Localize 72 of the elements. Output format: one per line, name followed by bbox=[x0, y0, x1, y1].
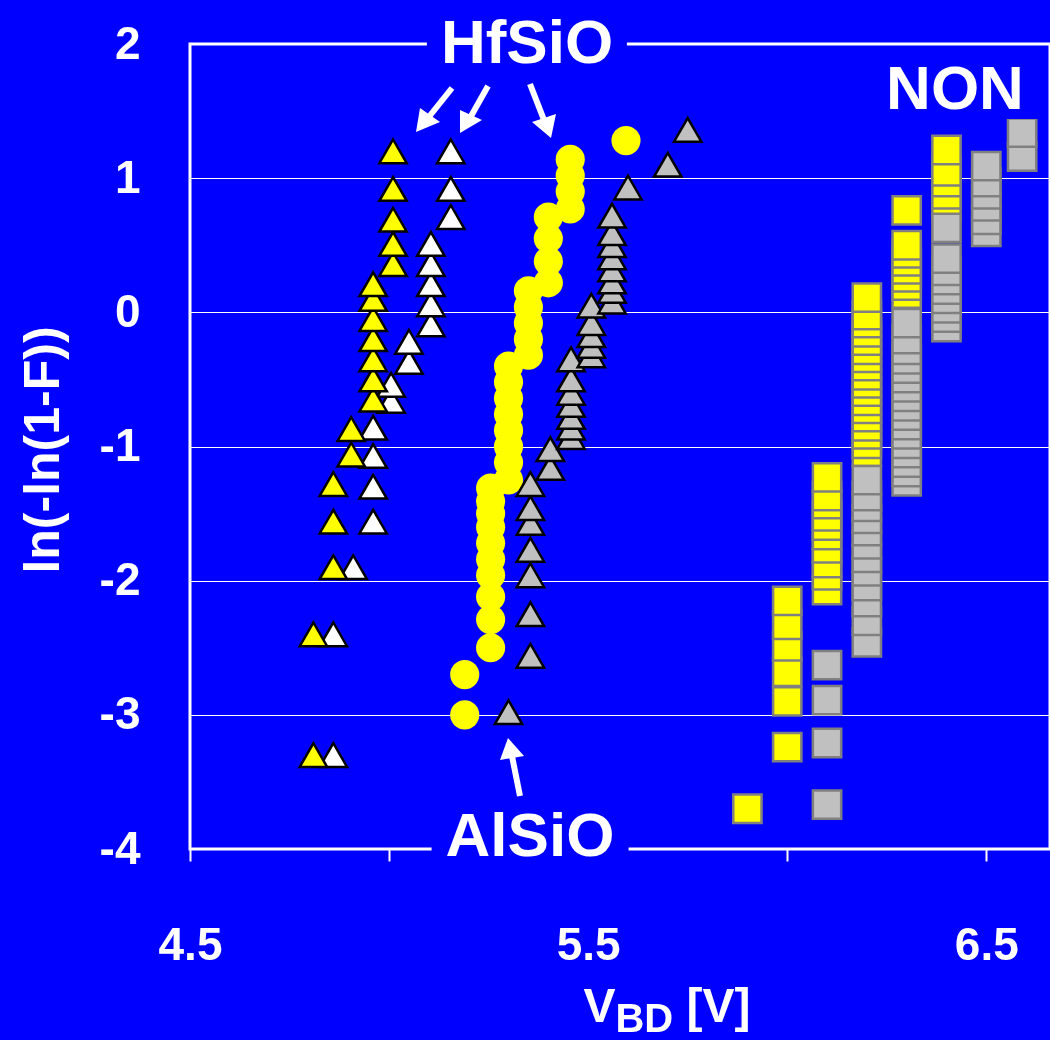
point bbox=[450, 700, 480, 730]
point bbox=[298, 741, 329, 769]
point bbox=[358, 473, 389, 500]
point bbox=[970, 150, 1002, 182]
point bbox=[851, 464, 883, 496]
point bbox=[931, 212, 962, 244]
point bbox=[613, 174, 643, 201]
y-axis-title: ln(-ln(1-F)) bbox=[14, 326, 70, 574]
annotation: HfSiO bbox=[439, 7, 615, 76]
y-tick-label: -1 bbox=[99, 419, 141, 471]
x-axis-title: V$_{BD}$ [V] bbox=[583, 978, 751, 1040]
point bbox=[535, 436, 566, 463]
point bbox=[493, 699, 524, 726]
point bbox=[515, 470, 546, 498]
point bbox=[811, 789, 843, 821]
point bbox=[435, 175, 466, 203]
point bbox=[378, 138, 408, 165]
point bbox=[336, 415, 367, 443]
point bbox=[515, 562, 546, 589]
point bbox=[576, 292, 607, 319]
point bbox=[556, 346, 586, 373]
point bbox=[811, 727, 843, 759]
y-tick-label: 2 bbox=[114, 16, 141, 69]
point bbox=[378, 175, 408, 203]
point bbox=[1006, 117, 1038, 148]
point bbox=[771, 731, 803, 763]
x-tick-label: 6.5 bbox=[954, 917, 1019, 970]
y-tick-label: 0 bbox=[114, 284, 141, 337]
point bbox=[771, 585, 803, 617]
point bbox=[597, 202, 627, 229]
point bbox=[358, 271, 389, 298]
point bbox=[515, 601, 546, 628]
point bbox=[394, 328, 424, 355]
point bbox=[891, 229, 923, 261]
y-tick-label: 1 bbox=[114, 150, 141, 203]
point bbox=[515, 536, 546, 563]
point bbox=[771, 686, 803, 717]
annotation: AlSiO bbox=[444, 800, 616, 869]
annotation: NON bbox=[885, 53, 1025, 122]
point bbox=[450, 660, 480, 690]
point bbox=[611, 126, 641, 156]
point bbox=[891, 307, 923, 339]
point bbox=[931, 134, 962, 166]
point bbox=[672, 116, 703, 143]
point bbox=[378, 230, 408, 258]
point bbox=[358, 442, 389, 469]
point bbox=[378, 206, 408, 233]
y-tick-label: -2 bbox=[99, 553, 141, 606]
point bbox=[515, 495, 546, 522]
y-tick-label: -4 bbox=[99, 821, 141, 874]
point bbox=[891, 194, 923, 226]
point bbox=[476, 633, 506, 663]
x-tick-label: 5.5 bbox=[556, 917, 621, 970]
point bbox=[811, 461, 843, 493]
point bbox=[336, 441, 367, 468]
point bbox=[732, 793, 763, 825]
point bbox=[851, 282, 883, 313]
point bbox=[435, 203, 466, 231]
point bbox=[298, 621, 329, 648]
point bbox=[415, 230, 446, 258]
y-tick-label: -3 bbox=[99, 687, 141, 740]
point bbox=[318, 508, 349, 535]
x-tick-label: 4.5 bbox=[158, 917, 223, 970]
point bbox=[435, 138, 466, 165]
point bbox=[358, 508, 389, 535]
point bbox=[318, 470, 349, 498]
point bbox=[652, 151, 683, 178]
point bbox=[811, 684, 843, 716]
point bbox=[811, 649, 843, 681]
point bbox=[318, 554, 349, 581]
point bbox=[515, 642, 546, 669]
point bbox=[931, 243, 962, 275]
